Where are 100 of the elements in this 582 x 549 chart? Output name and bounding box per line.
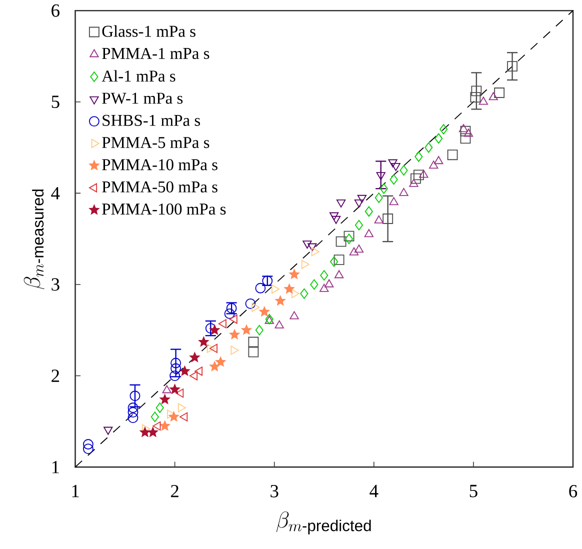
legend-label: PW-1 mPa s: [102, 92, 183, 104]
y-axis-title: $\beta_{m\text{-measured}}$: [24, 189, 44, 290]
point: [414, 151, 423, 162]
x-axis-title: $\beta_{m\text{-predicted}}$: [276, 511, 371, 534]
point: [241, 324, 252, 334]
point: [248, 346, 259, 358]
point: [160, 420, 170, 430]
legend-label: PMMA-50 mPa s: [102, 181, 218, 192]
point: [400, 165, 408, 176]
point: [206, 344, 215, 353]
point: [424, 142, 433, 153]
point: [128, 412, 138, 423]
point: [388, 159, 398, 168]
legend-label: PMMA-100 mPa s: [102, 203, 226, 215]
y-tick-label: 6: [52, 4, 60, 17]
point: [364, 206, 373, 217]
point: [464, 128, 474, 137]
point: [434, 133, 443, 144]
point: [434, 156, 444, 164]
point: [344, 230, 354, 242]
point: [302, 240, 312, 248]
point: [210, 361, 220, 371]
point: [216, 356, 226, 366]
point: [389, 196, 398, 206]
point: [252, 302, 260, 312]
point: [488, 92, 498, 100]
point: [189, 371, 198, 380]
point: [180, 366, 190, 376]
point: [399, 188, 408, 196]
legend-label: Al-1 mPa s: [102, 70, 176, 82]
point: [440, 124, 448, 134]
point: [419, 170, 428, 178]
point: [284, 284, 294, 294]
y-tick-label: 2: [52, 370, 60, 382]
point: [413, 170, 424, 180]
point: [357, 194, 367, 203]
point: [494, 87, 505, 98]
point: [354, 199, 364, 208]
point: [447, 150, 458, 160]
point: [324, 279, 334, 288]
point: [152, 421, 161, 430]
y-tick-label: 4: [51, 186, 60, 200]
point: [308, 243, 317, 252]
point: [336, 236, 346, 247]
x-tick-label: 2: [170, 484, 178, 498]
point: [170, 384, 180, 394]
point: [391, 162, 400, 171]
point: [382, 213, 394, 224]
point: [390, 174, 398, 185]
point: [409, 178, 418, 187]
point: [255, 324, 264, 336]
point: [374, 215, 384, 224]
point: [82, 438, 94, 450]
point: [82, 443, 94, 454]
point: [344, 234, 354, 244]
point: [245, 298, 256, 309]
point: [301, 260, 310, 269]
point: [156, 402, 164, 413]
point: [336, 199, 346, 208]
point: [460, 126, 471, 136]
point: [259, 306, 270, 316]
point: [349, 247, 359, 256]
point: [334, 254, 344, 265]
point: [311, 246, 320, 256]
point: [162, 385, 172, 394]
point: [170, 358, 182, 368]
point: [330, 256, 338, 267]
y-tick-label: 1: [52, 460, 59, 474]
point: [142, 424, 150, 434]
point: [429, 160, 438, 169]
point: [274, 320, 284, 328]
point: [376, 172, 386, 180]
point: [170, 370, 180, 381]
point: [190, 352, 200, 362]
x-tick-label: 3: [270, 484, 278, 498]
point: [209, 344, 218, 353]
point: [410, 173, 421, 184]
point: [140, 427, 150, 437]
point: [272, 284, 280, 294]
y-tick-label: 3: [52, 278, 60, 291]
point: [104, 426, 113, 435]
point: [300, 288, 308, 299]
point: [176, 388, 184, 398]
point: [320, 270, 328, 280]
point: [289, 269, 300, 279]
point: [290, 311, 299, 320]
legend-label: PMMA-1 mPa s: [102, 48, 210, 59]
point: [166, 409, 176, 419]
legend-label: PMMA-5 mPa s: [102, 136, 210, 148]
point: [320, 284, 329, 292]
point: [205, 322, 216, 334]
point: [364, 228, 374, 237]
point: [458, 124, 468, 132]
x-tick-label: 4: [370, 484, 378, 497]
x-tick-label: 1: [72, 484, 79, 498]
y-tick-label: 5: [52, 96, 60, 108]
point: [291, 288, 300, 298]
point: [470, 92, 481, 102]
point: [380, 183, 388, 194]
point: [180, 412, 188, 422]
